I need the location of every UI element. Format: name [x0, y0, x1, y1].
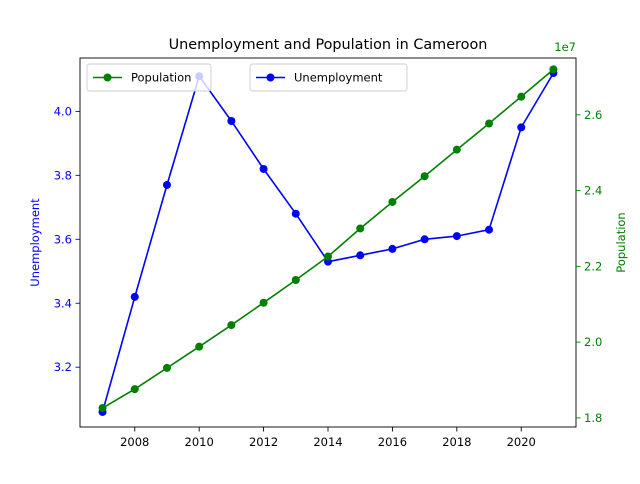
unemployment-point — [259, 164, 268, 173]
unemployment-legend-label: Unemployment — [294, 71, 383, 85]
left-y-tick-label: 4.0 — [54, 104, 72, 118]
population-legend-label: Population — [131, 71, 191, 85]
right-y-tick-label: 2.2 — [584, 259, 602, 273]
population-point — [130, 385, 139, 394]
population-point — [356, 224, 365, 233]
right-y-tick-label: 2.6 — [584, 108, 602, 122]
right-y-tick-label: 1.8 — [584, 411, 602, 425]
unemployment-point — [162, 180, 171, 189]
x-tick-label: 2020 — [507, 435, 536, 449]
left-y-tick-label: 3.8 — [54, 168, 72, 182]
population-point — [162, 363, 171, 372]
unemployment-point — [388, 244, 397, 253]
right-y-axis-label: Population — [614, 212, 628, 272]
population-point — [195, 342, 204, 351]
population-point — [259, 298, 268, 307]
right-y-tick-label: 2.4 — [584, 184, 602, 198]
unemployment-legend-marker — [266, 73, 275, 82]
population-point — [227, 321, 236, 330]
unemployment-point — [130, 292, 139, 301]
left-y-tick-label: 3.6 — [54, 232, 72, 246]
x-tick-label: 2010 — [185, 435, 214, 449]
population-point — [324, 252, 332, 261]
left-y-tick-label: 3.2 — [54, 360, 72, 374]
population-line — [102, 68, 555, 409]
unemployment-point — [356, 251, 365, 260]
x-tick-label: 2014 — [313, 435, 342, 449]
chart-title: Unemployment and Population in Cameroon — [169, 37, 488, 53]
unemployment-point — [452, 232, 461, 241]
right-y-tick-label: 2.0 — [584, 335, 602, 349]
population-legend-box — [86, 63, 212, 92]
unemployment-point — [291, 209, 300, 218]
unemployment-point — [517, 123, 526, 132]
x-tick-label: 2008 — [120, 435, 149, 449]
population-legend-marker — [103, 73, 112, 82]
right-y-offset-text: 1e7 — [554, 40, 576, 54]
unemployment-point — [485, 225, 494, 234]
population-point — [549, 65, 558, 74]
population-point — [388, 197, 397, 206]
left-y-axis-label: Unemployment — [28, 198, 42, 287]
population-point — [517, 92, 526, 101]
population-point — [485, 119, 494, 128]
population-point — [98, 404, 107, 413]
unemployment-point — [420, 235, 429, 244]
x-tick-label: 2018 — [442, 435, 471, 449]
unemployment-point — [227, 116, 236, 125]
population-point — [420, 172, 429, 181]
x-tick-label: 2012 — [249, 435, 278, 449]
unemployment-legend-box — [249, 63, 408, 92]
x-tick-label: 2016 — [378, 435, 407, 449]
population-point — [291, 276, 300, 285]
population-point — [452, 145, 461, 154]
left-y-tick-label: 3.4 — [54, 296, 72, 310]
